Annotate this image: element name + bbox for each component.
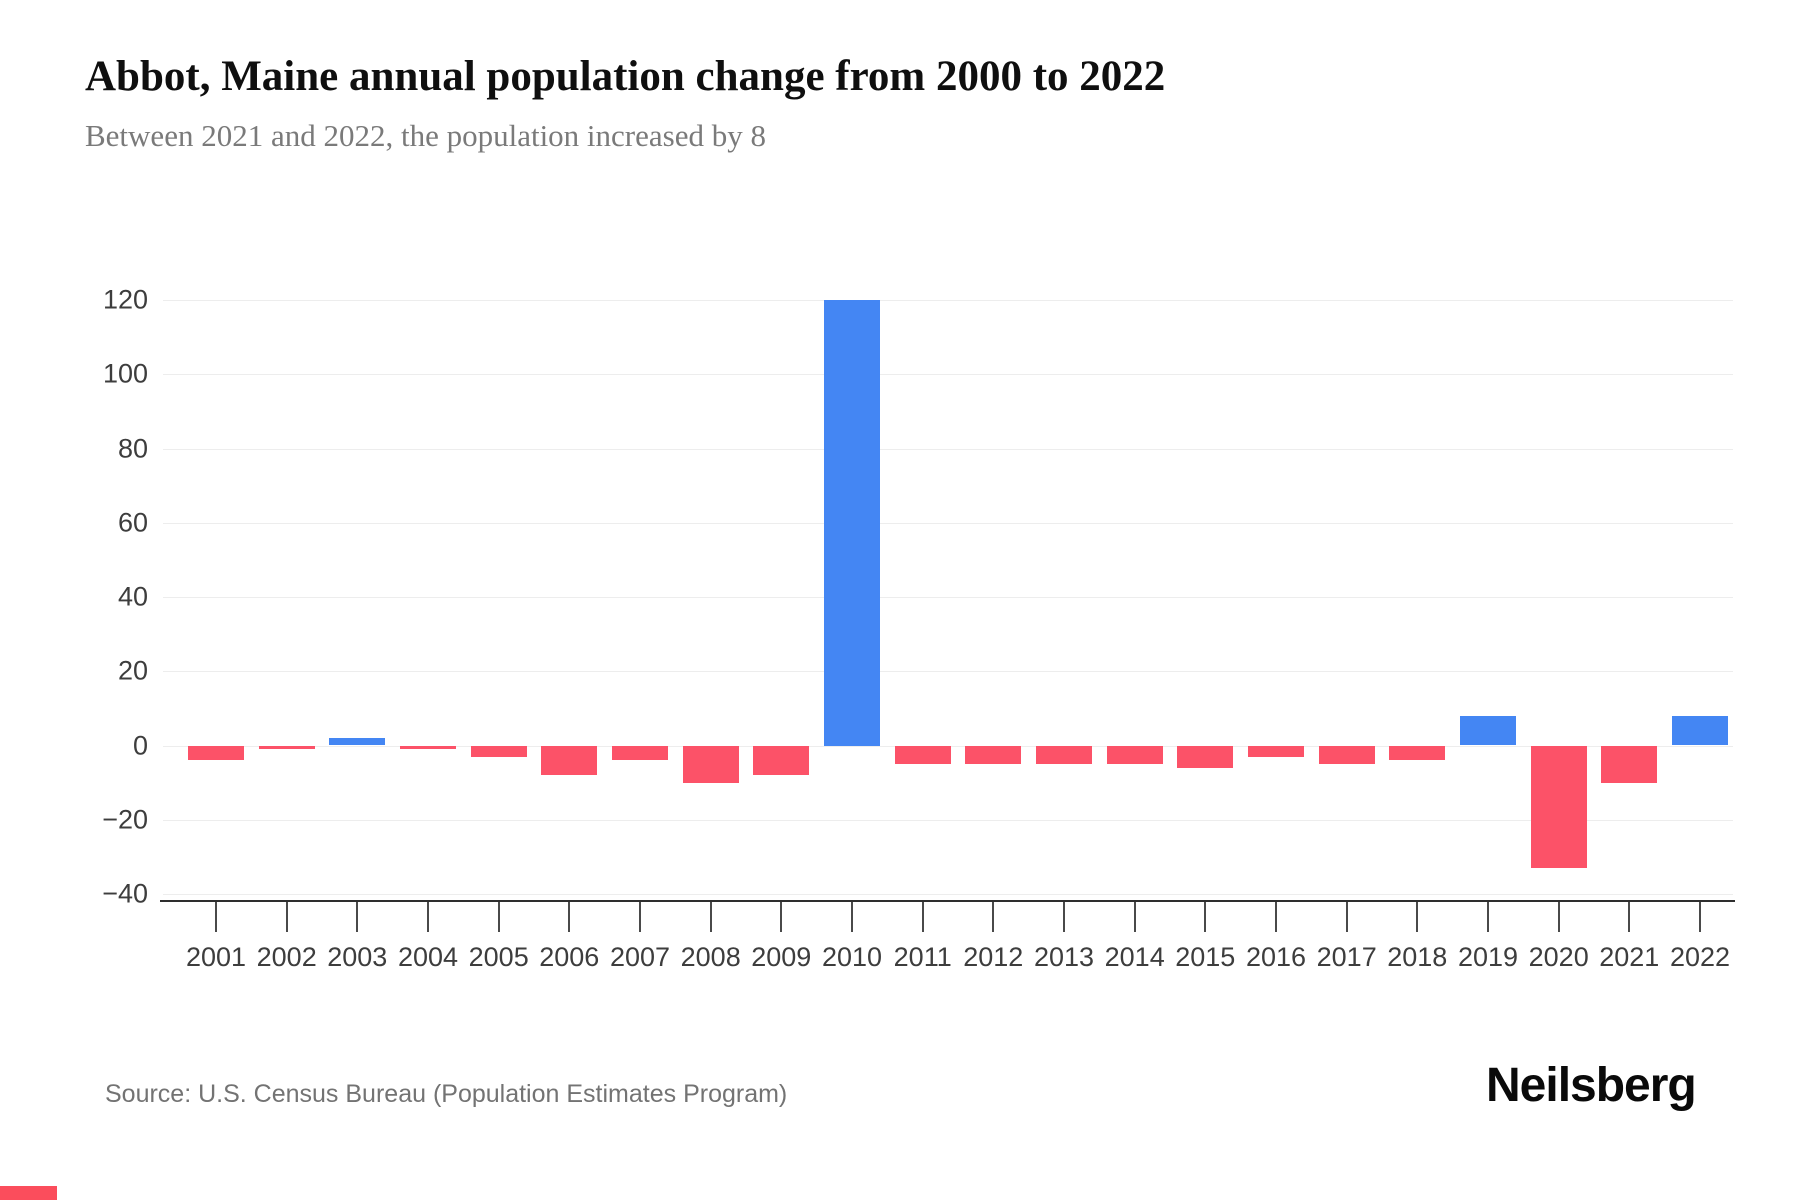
bar-2014[interactable] [1106, 745, 1163, 765]
x-axis-tick [568, 902, 571, 932]
x-axis-label-2009: 2009 [751, 942, 812, 972]
bar-2019[interactable] [1460, 715, 1516, 746]
bar-2010[interactable] [824, 300, 880, 746]
bar-2016[interactable] [1248, 745, 1304, 757]
bar-2020[interactable] [1530, 745, 1587, 868]
x-axis-label-2022: 2022 [1669, 942, 1731, 972]
x-axis-tick [851, 902, 853, 932]
gridline-y-60 [163, 522, 1733, 524]
corner-accent-bar [0, 1186, 57, 1200]
x-axis-tick [1063, 902, 1065, 932]
source-text: Source: U.S. Census Bureau (Population E… [105, 1080, 788, 1108]
x-axis-label-2005: 2005 [468, 942, 529, 972]
x-axis-line [160, 900, 1735, 902]
y-axis-label: 120 [102, 284, 148, 315]
y-axis-label: 20 [117, 655, 148, 686]
x-axis-label-2013: 2013 [1033, 942, 1095, 972]
gridline-y-100 [163, 374, 1733, 376]
x-axis-tick [1133, 902, 1136, 932]
x-axis-tick [709, 902, 712, 932]
x-axis-label-2002: 2002 [256, 942, 317, 972]
bar-2004[interactable] [400, 745, 456, 750]
y-axis-label: 60 [117, 507, 148, 538]
x-axis-label-2018: 2018 [1387, 942, 1448, 972]
x-axis-tick [780, 902, 783, 932]
gridline-y-20 [163, 671, 1733, 673]
bar-2005[interactable] [470, 745, 527, 757]
bar-2009[interactable] [753, 745, 810, 776]
y-axis-label: −20 [102, 804, 148, 835]
x-axis-label-2007: 2007 [609, 942, 671, 972]
x-axis-tick [1275, 902, 1277, 932]
x-axis-label-2021: 2021 [1599, 942, 1660, 972]
page-title: Abbot, Maine annual population change fr… [85, 53, 1166, 100]
x-axis-tick [1416, 902, 1419, 932]
bar-2012[interactable] [965, 745, 1022, 765]
gridline-y--40 [163, 894, 1733, 895]
bar-2008[interactable] [682, 745, 739, 783]
bar-2006[interactable] [541, 745, 598, 776]
x-axis-label-2015: 2015 [1175, 942, 1236, 972]
bar-2007[interactable] [612, 745, 668, 761]
bar-2011[interactable] [894, 745, 951, 765]
bar-2017[interactable] [1318, 745, 1375, 765]
x-axis-label-2003: 2003 [327, 942, 388, 972]
gridline-y-40 [163, 597, 1733, 598]
bar-2018[interactable] [1389, 745, 1446, 761]
x-axis-label-2008: 2008 [680, 942, 741, 972]
bar-2022[interactable] [1672, 715, 1728, 746]
y-axis-label: 100 [102, 358, 148, 389]
x-axis-tick [921, 902, 924, 932]
x-axis-tick [497, 902, 500, 932]
x-axis-label-2014: 2014 [1104, 942, 1165, 972]
x-axis-label-2011: 2011 [893, 942, 952, 972]
x-axis-label-2017: 2017 [1316, 942, 1377, 972]
bar-2003[interactable] [329, 738, 386, 746]
y-axis-label: 80 [117, 433, 148, 463]
x-axis-tick [285, 902, 288, 932]
x-axis-label-2004: 2004 [397, 942, 459, 972]
y-axis-label: 0 [132, 730, 148, 760]
x-axis-label-2016: 2016 [1245, 942, 1307, 972]
x-axis-label-2012: 2012 [963, 942, 1024, 972]
x-axis-tick [1699, 902, 1701, 932]
x-axis-label-2020: 2020 [1528, 942, 1589, 972]
y-axis-label: 40 [117, 581, 148, 612]
x-axis-label-2010: 2010 [821, 942, 883, 972]
x-axis-tick [1487, 902, 1489, 932]
bar-2021[interactable] [1601, 745, 1658, 783]
x-axis-tick [1204, 902, 1207, 932]
bar-2013[interactable] [1036, 745, 1092, 765]
x-axis-tick [992, 902, 995, 932]
x-axis-tick [1557, 902, 1560, 932]
x-axis-tick [1345, 902, 1348, 932]
gridline-y-80 [163, 448, 1733, 450]
x-axis-tick [215, 902, 217, 932]
x-axis-tick [1628, 902, 1631, 932]
gridline-y--20 [163, 819, 1733, 821]
x-axis-tick [427, 902, 429, 932]
y-axis-label: −40 [102, 878, 148, 909]
bar-2002[interactable] [258, 745, 315, 750]
x-axis-label-2006: 2006 [539, 942, 600, 972]
brand-logo: Neilsberg [1486, 1059, 1697, 1112]
gridline-y-120 [163, 300, 1733, 301]
x-axis-label-2001: 2001 [185, 942, 247, 972]
x-axis-tick [356, 902, 359, 932]
page-subtitle: Between 2021 and 2022, the population in… [85, 118, 766, 153]
x-axis-tick [639, 902, 641, 932]
x-axis-label-2019: 2019 [1457, 942, 1519, 972]
bar-2015[interactable] [1177, 745, 1234, 768]
bar-2001[interactable] [188, 745, 244, 761]
